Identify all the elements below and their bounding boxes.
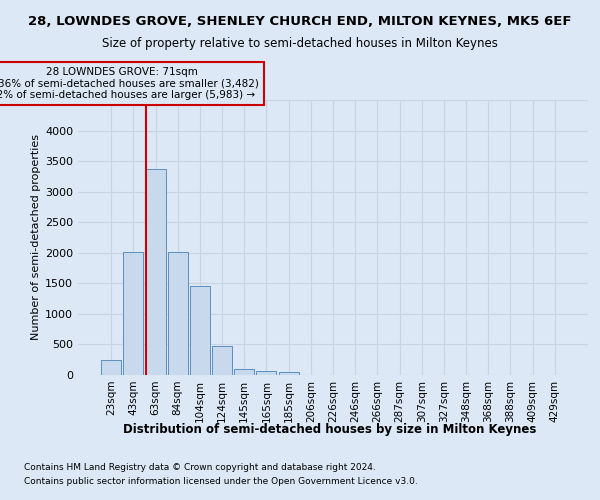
Y-axis label: Number of semi-detached properties: Number of semi-detached properties	[31, 134, 41, 340]
Text: Contains public sector information licensed under the Open Government Licence v3: Contains public sector information licen…	[24, 477, 418, 486]
Bar	[168, 252, 188, 375]
Text: Distribution of semi-detached houses by size in Milton Keynes: Distribution of semi-detached houses by …	[124, 424, 536, 436]
Text: Size of property relative to semi-detached houses in Milton Keynes: Size of property relative to semi-detach…	[102, 38, 498, 51]
Text: 28, LOWNDES GROVE, SHENLEY CHURCH END, MILTON KEYNES, MK5 6EF: 28, LOWNDES GROVE, SHENLEY CHURCH END, M…	[28, 15, 572, 28]
Bar	[278, 372, 299, 375]
Bar	[234, 369, 254, 375]
Text: Contains HM Land Registry data © Crown copyright and database right 2024.: Contains HM Land Registry data © Crown c…	[24, 464, 376, 472]
Bar	[212, 346, 232, 375]
Bar	[190, 286, 210, 375]
Bar	[124, 252, 143, 375]
Bar	[256, 372, 277, 375]
Bar	[146, 169, 166, 375]
Text: 28 LOWNDES GROVE: 71sqm
← 36% of semi-detached houses are smaller (3,482)
62% of: 28 LOWNDES GROVE: 71sqm ← 36% of semi-de…	[0, 67, 259, 100]
Bar	[101, 360, 121, 375]
